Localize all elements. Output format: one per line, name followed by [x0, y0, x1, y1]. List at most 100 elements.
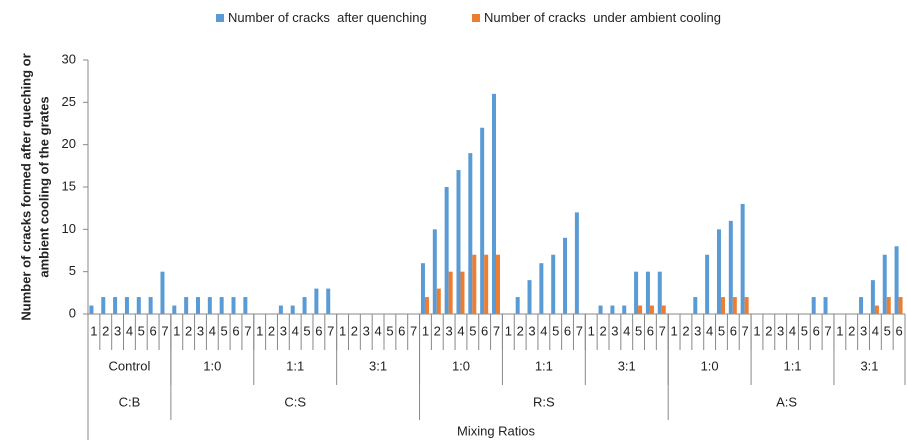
- legend-swatch: [472, 14, 480, 22]
- x-tick-label: 7: [244, 323, 251, 338]
- group-label: R:S: [533, 394, 555, 409]
- x-tick-label: 2: [102, 323, 109, 338]
- bar: [172, 305, 177, 314]
- y-tick-label: 10: [62, 221, 76, 236]
- x-tick-label: 5: [635, 323, 642, 338]
- x-tick-label: 7: [161, 323, 168, 338]
- bar: [492, 93, 496, 314]
- x-tick-label: 6: [481, 323, 488, 338]
- bar: [113, 297, 118, 314]
- x-tick-label: 3: [694, 323, 701, 338]
- bar: [101, 297, 106, 314]
- subgroup-label: 3:1: [369, 358, 387, 373]
- bar: [290, 305, 295, 314]
- bar: [480, 127, 485, 314]
- bar: [740, 203, 745, 314]
- x-tick-label: 2: [848, 323, 855, 338]
- x-tick-label: 6: [398, 323, 405, 338]
- bar: [870, 280, 875, 314]
- bar: [823, 297, 828, 314]
- bar: [124, 297, 129, 314]
- bar: [574, 212, 579, 314]
- subgroup-label: 3:1: [860, 358, 878, 373]
- x-tick-label: 3: [611, 323, 618, 338]
- bar: [219, 297, 224, 314]
- y-axis-title: ambient cooling of the grates: [36, 96, 51, 277]
- bar: [898, 297, 903, 314]
- bar: [728, 220, 733, 314]
- x-tick-label: 1: [588, 323, 595, 338]
- bar: [563, 237, 568, 314]
- bar: [874, 305, 879, 314]
- bar: [886, 297, 891, 314]
- x-tick-label: 5: [884, 323, 891, 338]
- x-tick-label: 2: [682, 323, 689, 338]
- x-tick-label: 7: [410, 323, 417, 338]
- y-tick-label: 30: [62, 51, 76, 66]
- subgroup-label: 1:0: [452, 358, 470, 373]
- x-tick-label: 1: [753, 323, 760, 338]
- x-tick-label: 4: [126, 323, 133, 338]
- bar: [610, 305, 615, 314]
- y-axis-title: Number of cracks formed after queching o…: [18, 53, 33, 320]
- bar: [527, 280, 532, 314]
- y-tick-label: 25: [62, 94, 76, 109]
- x-tick-label: 6: [813, 323, 820, 338]
- x-tick-label: 2: [765, 323, 772, 338]
- x-tick-label: 7: [824, 323, 831, 338]
- x-tick-label: 3: [114, 323, 121, 338]
- bar: [460, 271, 465, 314]
- subgroup-label: 1:0: [203, 358, 221, 373]
- bar: [160, 271, 165, 314]
- x-tick-label: 2: [185, 323, 192, 338]
- x-tick-label: 3: [777, 323, 784, 338]
- subgroup-label: 1:0: [701, 358, 719, 373]
- x-tick-label: 6: [232, 323, 239, 338]
- x-axis-title: Mixing Ratios: [457, 423, 536, 438]
- bar: [424, 297, 429, 314]
- bar: [184, 297, 189, 314]
- bar: [326, 288, 331, 314]
- x-tick-label: 6: [730, 323, 737, 338]
- bar: [732, 297, 737, 314]
- bar: [278, 305, 283, 314]
- x-tick-label: 1: [505, 323, 512, 338]
- x-tick-label: 1: [339, 323, 346, 338]
- bar: [432, 229, 437, 314]
- x-tick-label: 1: [256, 323, 263, 338]
- y-tick-label: 0: [69, 305, 76, 320]
- bar: [638, 305, 643, 314]
- group-label: A:S: [776, 394, 797, 409]
- bar: [484, 254, 489, 314]
- x-tick-label: 7: [659, 323, 666, 338]
- bar: [472, 254, 477, 314]
- bar: [456, 170, 461, 314]
- x-tick-label: 7: [576, 323, 583, 338]
- y-tick-label: 20: [62, 136, 76, 151]
- bar: [661, 305, 666, 314]
- x-tick-label: 6: [895, 323, 902, 338]
- x-tick-label: 3: [280, 323, 287, 338]
- x-tick-label: 5: [221, 323, 228, 338]
- legend-label: Number of cracks after quenching: [228, 10, 427, 25]
- bar: [148, 297, 153, 314]
- x-tick-label: 4: [540, 323, 547, 338]
- x-tick-label: 7: [493, 323, 500, 338]
- subgroup-label: 1:1: [535, 358, 553, 373]
- bar: [720, 297, 725, 314]
- x-tick-label: 2: [517, 323, 524, 338]
- legend-label: Number of cracks under ambient cooling: [484, 10, 721, 25]
- bar: [645, 271, 650, 314]
- x-tick-label: 2: [599, 323, 606, 338]
- bar: [468, 153, 473, 314]
- x-tick-label: 7: [742, 323, 749, 338]
- x-tick-label: 5: [303, 323, 310, 338]
- bar: [420, 263, 425, 314]
- x-tick-label: 5: [386, 323, 393, 338]
- x-tick-label: 4: [789, 323, 796, 338]
- x-tick-label: 5: [469, 323, 476, 338]
- legend-swatch: [216, 14, 224, 22]
- x-tick-label: 4: [374, 323, 381, 338]
- bar: [195, 297, 200, 314]
- x-tick-label: 5: [552, 323, 559, 338]
